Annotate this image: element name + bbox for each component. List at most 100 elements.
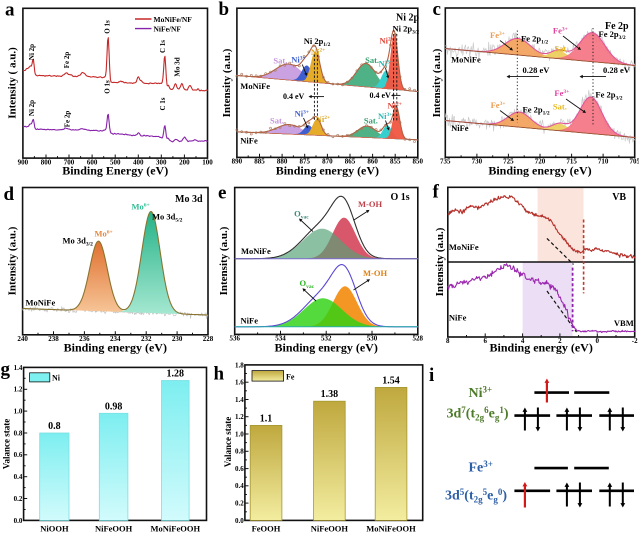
svg-text:0: 0	[596, 337, 600, 345]
svg-text:Ni2+: Ni2+	[316, 114, 330, 124]
svg-text:Fe 2p: Fe 2p	[63, 52, 71, 69]
svg-text:Fe3+: Fe3+	[491, 100, 506, 110]
svg-text:Fe 2p: Fe 2p	[63, 111, 71, 128]
svg-text:1.54: 1.54	[382, 375, 400, 386]
svg-text:MoNiFe: MoNiFe	[240, 81, 270, 91]
svg-text:Mo 3d: Mo 3d	[174, 57, 182, 76]
svg-text:0.8: 0.8	[14, 429, 23, 437]
svg-text:0.4 eV: 0.4 eV	[370, 91, 392, 100]
svg-text:234: 234	[110, 335, 121, 343]
svg-text:532: 532	[321, 335, 332, 343]
svg-text:1.2: 1.2	[235, 413, 244, 421]
svg-text:850: 850	[413, 158, 424, 166]
svg-text:Ni2+: Ni2+	[380, 36, 394, 46]
svg-text:855: 855	[390, 158, 401, 166]
svg-text:-2: -2	[632, 337, 638, 345]
svg-text:875: 875	[299, 158, 310, 166]
svg-text:Binding energy (eV): Binding energy (eV)	[490, 341, 593, 355]
svg-text:NiOOH: NiOOH	[40, 524, 69, 534]
svg-text:528: 528	[413, 335, 424, 343]
svg-text:d: d	[4, 184, 15, 205]
svg-text:0.4: 0.4	[235, 482, 244, 490]
svg-text:Valance state: Valance state	[223, 417, 233, 467]
svg-text:730: 730	[472, 158, 483, 166]
svg-text:Mo 3d: Mo 3d	[175, 194, 203, 205]
svg-text:1.2: 1.2	[14, 386, 23, 394]
svg-text:0.6: 0.6	[235, 465, 244, 473]
svg-text:g: g	[1, 359, 11, 380]
svg-text:Fe: Fe	[286, 372, 295, 381]
svg-text:0.6: 0.6	[14, 451, 23, 459]
svg-text:Sat.: Sat.	[270, 116, 284, 126]
svg-text:M-OH: M-OH	[363, 268, 387, 278]
svg-text:Binding Energy (eV): Binding Energy (eV)	[62, 164, 168, 178]
svg-text:870: 870	[322, 158, 333, 166]
svg-text:MoNiFe: MoNiFe	[241, 246, 271, 256]
svg-text:232: 232	[141, 335, 152, 343]
svg-text:MoNiFe: MoNiFe	[451, 55, 481, 65]
svg-text:MoNiFe: MoNiFe	[449, 242, 479, 252]
svg-text:C 1s: C 1s	[159, 40, 167, 53]
svg-text:h: h	[214, 364, 225, 385]
svg-text:236: 236	[79, 335, 90, 343]
svg-text:0.2: 0.2	[14, 495, 23, 503]
svg-text:Intensity ( a.u.): Intensity ( a.u.)	[7, 47, 19, 119]
svg-text:1.1: 1.1	[260, 413, 273, 424]
svg-text:Valance state: Valance state	[2, 419, 12, 469]
svg-text:0.4: 0.4	[14, 473, 23, 481]
svg-text:600: 600	[87, 158, 98, 166]
svg-text:Ni3+: Ni3+	[291, 55, 305, 65]
svg-text:500: 500	[110, 158, 121, 166]
svg-text:536: 536	[229, 335, 240, 343]
svg-text:725: 725	[503, 158, 514, 166]
svg-text:Binding energy (eV): Binding energy (eV)	[64, 341, 167, 355]
svg-text:0.28 eV: 0.28 eV	[523, 65, 551, 75]
svg-text:NiFeOOH: NiFeOOH	[311, 524, 349, 534]
svg-text:MoNiFe: MoNiFe	[26, 298, 56, 308]
svg-text:Ni2+: Ni2+	[311, 47, 325, 57]
svg-text:O 1s: O 1s	[104, 20, 112, 34]
svg-text:1.0: 1.0	[14, 408, 23, 416]
svg-text:Mo6+: Mo6+	[132, 202, 150, 212]
svg-text:Mo 3d3/2: Mo 3d3/2	[63, 236, 94, 248]
svg-text:735: 735	[440, 158, 451, 166]
svg-text:Sat.: Sat.	[364, 116, 378, 126]
svg-text:M-OH: M-OH	[358, 199, 382, 209]
svg-text:6: 6	[483, 337, 487, 345]
svg-text:0.4 eV: 0.4 eV	[283, 92, 305, 101]
svg-text:Fe3+: Fe3+	[553, 26, 568, 36]
svg-text:Intensity (a.u.): Intensity (a.u.)	[431, 48, 443, 117]
svg-text:710: 710	[598, 158, 609, 166]
svg-text:200: 200	[179, 158, 190, 166]
svg-text:0.0: 0.0	[235, 517, 244, 525]
svg-text:240: 240	[17, 335, 28, 343]
svg-text:400: 400	[133, 158, 144, 166]
svg-text:0.28 eV: 0.28 eV	[603, 65, 631, 75]
svg-text:Ni 2p: Ni 2p	[28, 44, 36, 60]
svg-text:Ni 2p: Ni 2p	[396, 13, 420, 24]
svg-text:Sat.: Sat.	[554, 44, 568, 54]
svg-text:Fe3+: Fe3+	[554, 88, 569, 98]
svg-text:715: 715	[566, 158, 577, 166]
svg-text:230: 230	[172, 335, 183, 343]
svg-text:100: 100	[202, 158, 213, 166]
svg-text:MoNiFe/NF: MoNiFe/NF	[154, 15, 193, 24]
svg-text:Fe 2p: Fe 2p	[605, 21, 629, 32]
svg-text:FeOOH: FeOOH	[252, 524, 281, 534]
svg-text:Ni: Ni	[52, 373, 61, 382]
svg-text:534: 534	[275, 335, 286, 343]
svg-text:f: f	[433, 182, 440, 203]
svg-text:Ni3+: Ni3+	[379, 59, 393, 69]
svg-text:Binding energy (eV): Binding energy (eV)	[276, 164, 379, 178]
svg-text:O 1s: O 1s	[391, 192, 410, 203]
svg-text:1.38: 1.38	[321, 389, 339, 400]
svg-text:1.4: 1.4	[235, 396, 244, 404]
svg-text:MoNiFeOOH: MoNiFeOOH	[366, 524, 416, 534]
svg-text:890: 890	[232, 158, 243, 166]
svg-text:1.8: 1.8	[235, 361, 244, 369]
svg-text:C 1s: C 1s	[159, 97, 167, 110]
svg-text:NiFe: NiFe	[241, 316, 259, 326]
svg-text:NiFe: NiFe	[449, 313, 467, 323]
svg-text:720: 720	[535, 158, 546, 166]
svg-text:900: 900	[18, 158, 29, 166]
